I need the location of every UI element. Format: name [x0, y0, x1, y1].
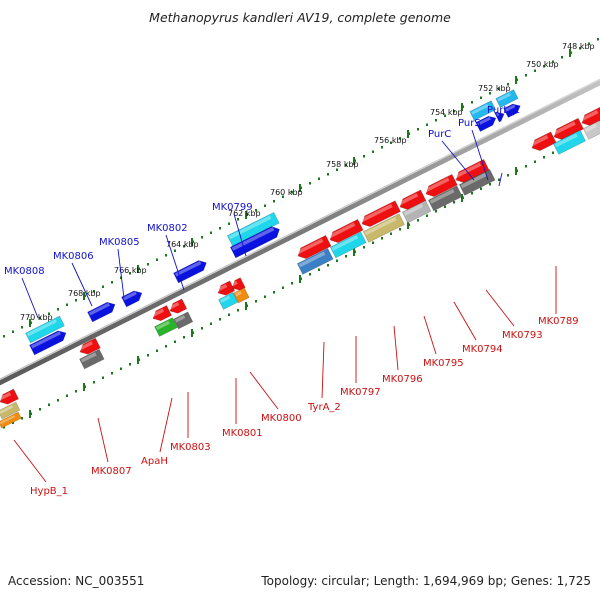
reverse-gene-label: MK0803 — [170, 442, 211, 453]
coordinate-label: 766 kbp — [114, 266, 147, 275]
feature-box — [25, 315, 65, 344]
genome-title: Methanopyrus kandleri AV19, complete gen… — [149, 10, 451, 25]
leader-line — [441, 140, 475, 181]
feature-box — [362, 213, 405, 243]
leader-line — [13, 439, 47, 483]
backbone-highlight — [0, 78, 600, 381]
reverse-gene-label: TyrA_2 — [307, 402, 341, 413]
reverse-gene-label: MK0800 — [261, 413, 302, 424]
feature-box — [582, 120, 600, 140]
reverse-gene-label: HypB_1 — [30, 486, 68, 497]
forward-gene-label: MK0806 — [53, 251, 94, 262]
accession-text: Accession: NC_003551 — [8, 574, 145, 588]
forward-gene-label: MK0799 — [212, 202, 253, 213]
feature-box — [233, 287, 250, 304]
backbone-line — [0, 78, 600, 386]
reverse-gene-label: MK0796 — [382, 374, 423, 385]
coordinate-label: 762 kbp — [228, 209, 261, 218]
forward-gene-arrow — [29, 330, 67, 356]
coordinate-ticks — [3, 38, 599, 429]
feature-box — [0, 411, 22, 429]
reverse-gene-arrow — [216, 280, 236, 296]
leader-line — [71, 262, 93, 307]
forward-gene-label: PurS — [458, 118, 481, 129]
genome-summary-text: Topology: circular; Length: 1,694,969 bp… — [261, 574, 591, 588]
feature-box — [552, 129, 586, 155]
coordinate-label: 760 kbp — [270, 188, 303, 197]
leader-line — [321, 341, 325, 399]
reverse-gene-label: MK0794 — [462, 344, 503, 355]
upper-tick-track — [3, 38, 599, 338]
feature-box — [218, 292, 239, 310]
leader-line — [471, 129, 489, 181]
coordinate-label: 758 kbp — [326, 160, 359, 169]
forward-gene-arrow — [229, 226, 280, 259]
feature-box — [154, 317, 178, 337]
forward-gene-arrow — [173, 260, 207, 284]
reverse-gene-arrow — [424, 173, 458, 198]
leader-line — [165, 234, 185, 291]
leader-line — [233, 213, 247, 257]
reverse-gene-arrow — [530, 131, 557, 152]
forward-gene-label: PurL_1 — [487, 105, 520, 116]
forward-gene-arrow — [494, 111, 505, 123]
coordinate-label: 756 kbp — [374, 136, 407, 145]
reverse-gene-label: MK0797 — [340, 387, 381, 398]
reverse-gene-label: MK0795 — [423, 358, 464, 369]
forward-gene-label: MK0805 — [99, 237, 140, 248]
reverse-gene-arrow — [78, 337, 101, 355]
coordinate-label: 750 kbp — [526, 60, 559, 69]
leader-line — [97, 417, 109, 463]
forward-gene-arrow — [87, 301, 116, 323]
coordinate-label: 768 kbp — [68, 289, 101, 298]
forward-gene-arrow — [475, 115, 497, 132]
leader-line — [21, 277, 39, 319]
feature-box — [79, 348, 105, 370]
reverse-gene-arrow — [360, 200, 401, 228]
reverse-gene-label: ApaH — [141, 456, 168, 467]
genome-backbone — [0, 78, 600, 386]
coordinate-label: 770 kbp — [20, 313, 53, 322]
leader-line — [117, 248, 125, 299]
lower-tick-track — [3, 129, 599, 429]
coordinate-label: 748 kbp — [562, 42, 595, 51]
coordinate-label: 764 kbp — [166, 240, 199, 249]
reverse-gene-label: MK0801 — [222, 428, 263, 439]
forward-gene-arrow — [503, 103, 521, 118]
reverse-gene-arrow — [0, 388, 19, 405]
reverse-gene-label: MK0807 — [91, 466, 132, 477]
leader-line — [393, 325, 399, 371]
forward-gene-label: PurC — [428, 129, 451, 140]
coordinate-label: 752 kbp — [478, 84, 511, 93]
leader-line — [249, 371, 279, 410]
forward-gene-label: MK0802 — [147, 223, 188, 234]
feature-box — [0, 401, 21, 420]
feature-box — [495, 89, 519, 108]
feature-box — [173, 311, 194, 330]
feature-box — [427, 185, 463, 212]
forward-gene-label: MK0808 — [4, 266, 45, 277]
feature-box — [329, 231, 367, 259]
feature-box — [458, 169, 496, 196]
leader-line — [423, 315, 437, 355]
reverse-gene-label: MK0793 — [502, 330, 543, 341]
leader-line — [159, 397, 173, 453]
gene-features — [0, 89, 600, 429]
leader-line — [453, 301, 477, 341]
reverse-gene-label: MK0789 — [538, 316, 579, 327]
reverse-gene-arrow — [328, 219, 364, 244]
reverse-gene-arrow — [296, 235, 332, 260]
forward-gene-arrow — [121, 290, 143, 308]
reverse-gene-arrow — [151, 305, 172, 322]
feature-box — [469, 100, 497, 121]
coordinate-label: 754 kbp — [430, 108, 463, 117]
leader-line — [498, 172, 503, 187]
leader-line — [485, 289, 515, 327]
feature-box — [401, 200, 432, 224]
feature-box — [296, 248, 334, 275]
reverse-gene-arrow — [168, 298, 188, 314]
